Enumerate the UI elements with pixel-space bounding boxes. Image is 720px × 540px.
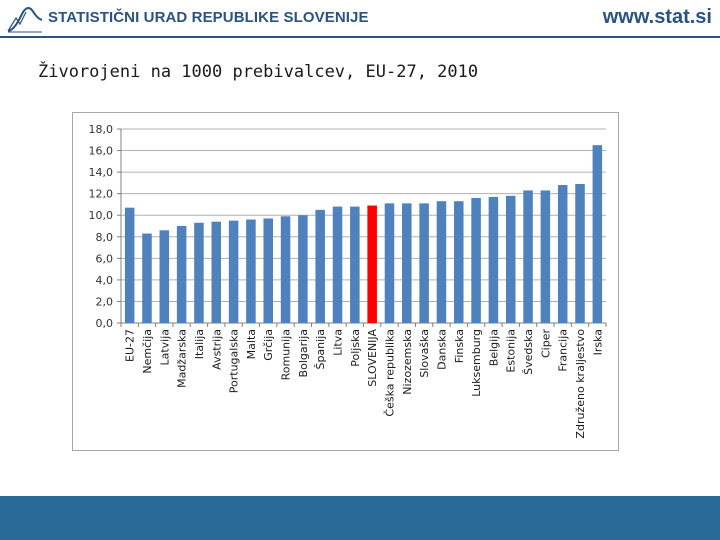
- x-tick-label: Danska: [435, 329, 448, 370]
- bar: [471, 197, 481, 323]
- y-tick-label: 10,0: [89, 209, 114, 222]
- bar: [384, 203, 395, 323]
- y-tick-label: 14,0: [89, 166, 114, 179]
- bar: [367, 205, 377, 323]
- x-tick-label: Poljska: [349, 329, 362, 367]
- bar: [557, 185, 568, 323]
- x-tick-label: Avstrija: [210, 329, 223, 370]
- page-header: STATISTIČNI URAD REPUBLIKE SLOVENIJE www…: [0, 0, 720, 38]
- x-tick-label: Belgija: [487, 329, 500, 366]
- bar: [488, 196, 499, 323]
- bar: [211, 221, 222, 323]
- bar: [419, 203, 429, 323]
- x-tick-label: Bolgarija: [297, 329, 310, 377]
- x-tick-label: Estonija: [505, 329, 518, 373]
- chart-title: Živorojeni na 1000 prebivalcev, EU-27, 2…: [38, 62, 479, 82]
- bar: [315, 209, 325, 323]
- bar: [540, 190, 551, 323]
- x-tick-label: EU-27: [124, 329, 137, 362]
- bar: [176, 226, 187, 323]
- bar: [575, 183, 585, 323]
- website-link[interactable]: www.stat.si: [602, 6, 712, 28]
- y-tick-label: 0,0: [96, 317, 114, 330]
- bar: [523, 190, 533, 323]
- x-tick-label: Grčija: [262, 329, 275, 361]
- header-divider: [0, 36, 720, 38]
- organization-name: STATISTIČNI URAD REPUBLIKE SLOVENIJE: [48, 9, 369, 26]
- x-tick-label: SLOVENIJA: [366, 329, 379, 387]
- x-tick-label: Nizozemska: [401, 329, 414, 395]
- x-tick-label: Španija: [314, 329, 327, 370]
- bar: [402, 203, 412, 323]
- x-tick-label: Irska: [591, 329, 604, 355]
- bar: [124, 207, 135, 323]
- footer-bar: [0, 496, 720, 540]
- x-tick-label: Malta: [245, 329, 258, 359]
- bar: [298, 215, 308, 323]
- x-tick-label: Portugalska: [228, 329, 241, 393]
- x-tick-label: Finska: [453, 329, 466, 363]
- bar: [454, 201, 464, 323]
- x-tick-label: Romunija: [280, 329, 293, 380]
- x-tick-label: Madžarska: [176, 329, 189, 388]
- y-tick-label: 8,0: [96, 231, 114, 244]
- bar: [194, 222, 204, 323]
- x-tick-label: Francija: [557, 329, 570, 372]
- bar: [228, 220, 239, 323]
- curve-logo-icon: [7, 7, 43, 33]
- x-tick-label: Latvija: [158, 329, 171, 366]
- x-tick-label: Ciper: [539, 329, 552, 358]
- y-tick-label: 2,0: [96, 295, 114, 308]
- bar: [142, 233, 152, 323]
- x-tick-label: Združeno kraljestvo: [574, 329, 587, 439]
- bar: [246, 219, 256, 323]
- bar: [350, 206, 360, 323]
- y-tick-label: 16,0: [89, 145, 114, 158]
- bar: [505, 195, 516, 323]
- chart-frame: 0,0 2,0 4,0 6,0 8,0 10,0 12,0 14,0 16,0 18,0 EU-27…: [72, 112, 619, 451]
- x-tick-label: Češka republika: [383, 329, 396, 417]
- x-tick-label: Nemčija: [141, 329, 154, 374]
- bar: [263, 218, 273, 323]
- x-tick-label: Švedska: [522, 329, 535, 375]
- y-tick-label: 12,0: [89, 188, 114, 201]
- bar: [159, 230, 170, 323]
- bar-chart: 0,0 2,0 4,0 6,0 8,0 10,0 12,0 14,0 16,0 18,0 EU-27…: [89, 123, 607, 439]
- bar: [592, 145, 603, 323]
- bar: [280, 216, 291, 323]
- x-tick-label: Slovaška: [418, 329, 431, 378]
- y-tick-label: 18,0: [89, 123, 114, 136]
- x-tick-label: Italija: [193, 329, 206, 359]
- y-tick-label: 6,0: [96, 252, 114, 265]
- x-tick-label: Litva: [332, 329, 345, 356]
- y-tick-label: 4,0: [96, 274, 114, 287]
- bar: [436, 201, 447, 323]
- x-tick-label: Luksemburg: [470, 329, 483, 397]
- bar: [332, 206, 343, 323]
